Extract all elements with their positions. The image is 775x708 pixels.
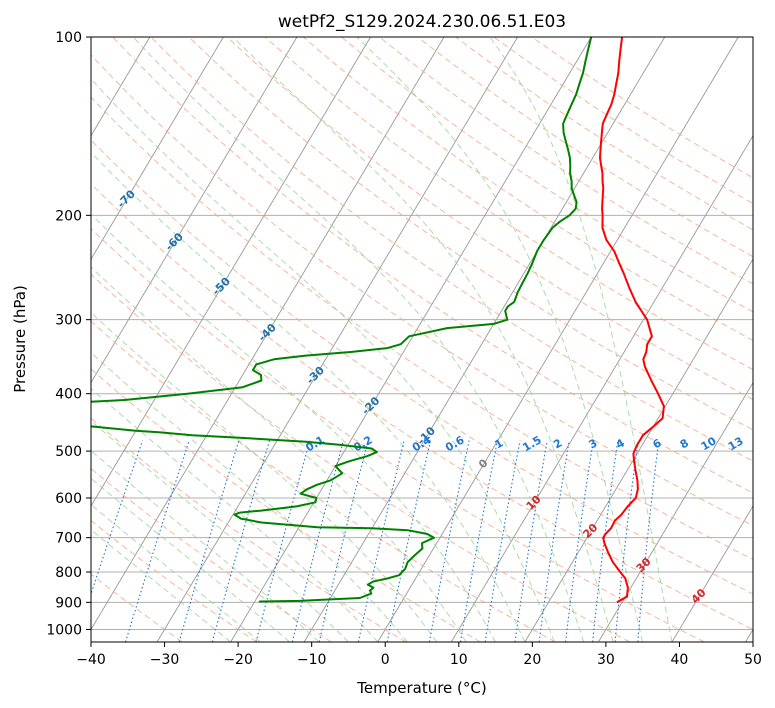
y-tick-label: 100 [55, 30, 82, 46]
x-tick-label: 30 [597, 652, 615, 668]
moist-adiabat-line [91, 151, 526, 642]
moist-adiabat-line [132, 37, 585, 642]
mixing-ratio-line [428, 440, 470, 642]
y-axis-label: Pressure (hPa) [11, 285, 29, 393]
moist-adiabat-line [91, 352, 408, 642]
x-tick-label: −30 [150, 652, 180, 668]
mixing-ratio-line [459, 440, 499, 642]
mixing-ratio-line [255, 440, 311, 642]
y-tick-label: 1000 [46, 622, 82, 638]
moist-adiabat-line [91, 387, 379, 642]
moist-adiabat-line [91, 449, 320, 642]
y-tick-label: 600 [55, 491, 82, 507]
mixing-ratio-line [484, 440, 521, 642]
moist-adiabat-line [232, 37, 614, 642]
temperature-profile-line [599, 37, 665, 604]
y-tick-label: 700 [55, 531, 82, 547]
moist-adiabat-line [489, 37, 673, 642]
plot-frame [90, 36, 754, 643]
moist-adiabat-line [91, 477, 290, 642]
moist-adiabat-line [91, 266, 467, 642]
dry-adiabat-line [150, 37, 753, 462]
mixing-ratio-line [538, 440, 570, 642]
moist-adiabat-line [91, 78, 555, 642]
x-tick-label: 40 [671, 652, 689, 668]
x-tick-label: 0 [381, 652, 390, 668]
mixing-ratio-line [291, 440, 344, 642]
isotherm-line [598, 381, 753, 642]
isotherm-line [91, 37, 445, 631]
mixing-ratio-line [211, 440, 271, 642]
isotherm-line [450, 134, 753, 642]
y-tick-label: 900 [55, 595, 82, 611]
moist-adiabat-line [91, 311, 437, 642]
isotherm-line [91, 37, 224, 261]
mixing-ratio-line [178, 440, 240, 642]
dry-adiabat-line [91, 183, 753, 630]
isotherm-line [671, 505, 753, 642]
chart-title: wetPf2_S129.2024.230.06.51.E03 [278, 12, 566, 32]
isotherm-line [303, 37, 666, 642]
dry-adiabat-line [91, 273, 630, 642]
isotherm-line [91, 37, 371, 507]
mixing-ratio-line [386, 440, 432, 642]
mixing-ratio-line [318, 440, 369, 642]
dry-adiabat-line [91, 573, 183, 642]
x-tick-label: −20 [223, 652, 253, 668]
mixing-ratio-label: 16 [750, 434, 770, 453]
isotherm-line [377, 37, 739, 642]
y-tick-label: 400 [55, 387, 82, 403]
x-tick-label: 50 [744, 652, 762, 668]
dry-adiabat-line [188, 37, 753, 431]
mixing-ratio-line [592, 440, 619, 642]
moist-adiabat-line [356, 37, 643, 642]
mixing-ratio-line [124, 440, 190, 642]
dry-adiabat-line [112, 37, 753, 494]
isotherm-line [156, 37, 519, 642]
mixing-ratio-line [565, 440, 594, 642]
dry-adiabat-line [340, 37, 753, 313]
moist-adiabat-line [91, 213, 496, 642]
mixing-ratio-line [637, 440, 660, 642]
x-axis-label: Temperature (°C) [356, 679, 486, 697]
isotherm-line [230, 37, 592, 642]
dry-adiabat-line [91, 519, 258, 642]
x-tick-label: −40 [76, 652, 106, 668]
y-tick-label: 800 [55, 565, 82, 581]
dewpoint-profile-line [91, 37, 593, 603]
y-tick-label: 500 [55, 444, 82, 460]
isotherm-line [524, 258, 753, 642]
isotherm-line [91, 37, 298, 384]
mixing-ratio-line [357, 440, 405, 642]
dry-adiabat-line [91, 368, 481, 642]
y-tick-label: 200 [55, 208, 82, 224]
y-tick-label: 300 [55, 313, 82, 329]
mixing-ratio-line [514, 440, 548, 642]
x-tick-label: 10 [450, 652, 468, 668]
x-tick-label: −10 [297, 652, 327, 668]
axis-ticks: −40 −30 −20 −10 0 10 20 30 40 50 1000 900 800 700 600 5… [46, 30, 762, 668]
profile-lines [91, 37, 665, 604]
dry-adiabat-line [91, 320, 556, 642]
mixing-ratio-line [614, 440, 639, 642]
dry-adiabat-line [302, 37, 753, 342]
x-tick-label: 20 [523, 652, 541, 668]
